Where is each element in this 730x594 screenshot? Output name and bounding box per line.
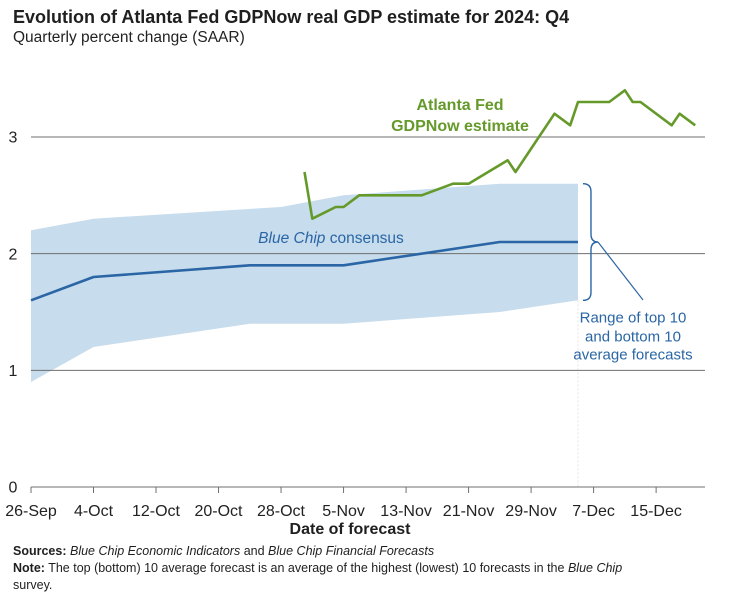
- grid-layer: [31, 136, 705, 488]
- sources-label: Sources:: [13, 544, 67, 558]
- y-tick-label: 1: [9, 363, 18, 380]
- axis-layer: 0 1 2 3 26-Sep 4-Oct 12-Oct 20-Oct 28-Oct 5-Nov 13…: [5, 130, 682, 520]
- note-line-2: survey.: [13, 577, 622, 594]
- sources-line: Sources: Blue Chip Economic Indicators a…: [13, 543, 622, 560]
- range-connector-line: [597, 241, 644, 301]
- note-end: survey.: [13, 578, 53, 592]
- gdpnow-label-line-2: GDPNow estimate: [391, 118, 529, 135]
- x-tick-label: 7-Dec: [572, 503, 615, 520]
- x-tick-label: 4-Oct: [74, 503, 114, 520]
- gdpnow-line: [303, 89, 696, 220]
- band-layer: [31, 183, 579, 487]
- range-label-line-3: average forecasts: [573, 347, 692, 364]
- sources-publication-1: Blue Chip Economic Indicators: [69, 544, 241, 558]
- range-bracket: [582, 182, 599, 302]
- annotation-layer: Atlanta Fed GDPNow estimate Blue Chip con…: [258, 97, 692, 538]
- y-tick-label: 3: [9, 130, 18, 147]
- x-tick-label: 28-Oct: [257, 503, 306, 520]
- range-label-line-2: and bottom 10: [585, 329, 681, 346]
- blue-chip-label-italic: Blue Chip: [258, 230, 326, 247]
- note-line: Note: The top (bottom) 10 average foreca…: [13, 560, 622, 577]
- x-tick-label: 13-Nov: [380, 503, 432, 520]
- y-tick-label: 2: [9, 246, 18, 263]
- series-layer: [30, 89, 696, 302]
- range-label-line-1: Range of top 10: [580, 310, 687, 327]
- range-band: [31, 183, 578, 382]
- blue-chip-consensus-label: Blue Chip consensus: [258, 230, 404, 247]
- sources-and: and: [243, 544, 265, 558]
- chart-subtitle: Quarterly percent change (SAAR): [13, 29, 245, 46]
- blue-chip-label-rest: consensus: [330, 230, 404, 247]
- chart: 0 1 2 3 26-Sep 4-Oct 12-Oct 20-Oct 28-Oct 5-Nov 13…: [5, 89, 705, 538]
- x-tick-label: 12-Oct: [132, 503, 181, 520]
- x-tick-label: 26-Sep: [5, 503, 57, 520]
- x-tick-label: 15-Dec: [630, 503, 682, 520]
- gdpnow-label-line-1: Atlanta Fed: [416, 97, 503, 114]
- blue-chip-consensus-line: [30, 240, 578, 302]
- x-tick-label: 21-Nov: [443, 503, 495, 520]
- x-tick-label: 5-Nov: [322, 503, 365, 520]
- note-label: Note:: [13, 561, 45, 575]
- x-tick-label: 29-Nov: [505, 503, 557, 520]
- x-axis-title: Date of forecast: [290, 521, 412, 538]
- note-publication: Blue Chip: [567, 561, 623, 575]
- x-tick-label: 20-Oct: [194, 503, 243, 520]
- footer: Sources: Blue Chip Economic Indicators a…: [13, 543, 622, 594]
- chart-title: Evolution of Atlanta Fed GDPNow real GDP…: [13, 7, 570, 27]
- sources-publication-2: Blue Chip Financial Forecasts: [268, 544, 435, 558]
- note-text: The top (bottom) 10 average forecast is …: [48, 561, 565, 575]
- y-tick-label: 0: [9, 480, 18, 497]
